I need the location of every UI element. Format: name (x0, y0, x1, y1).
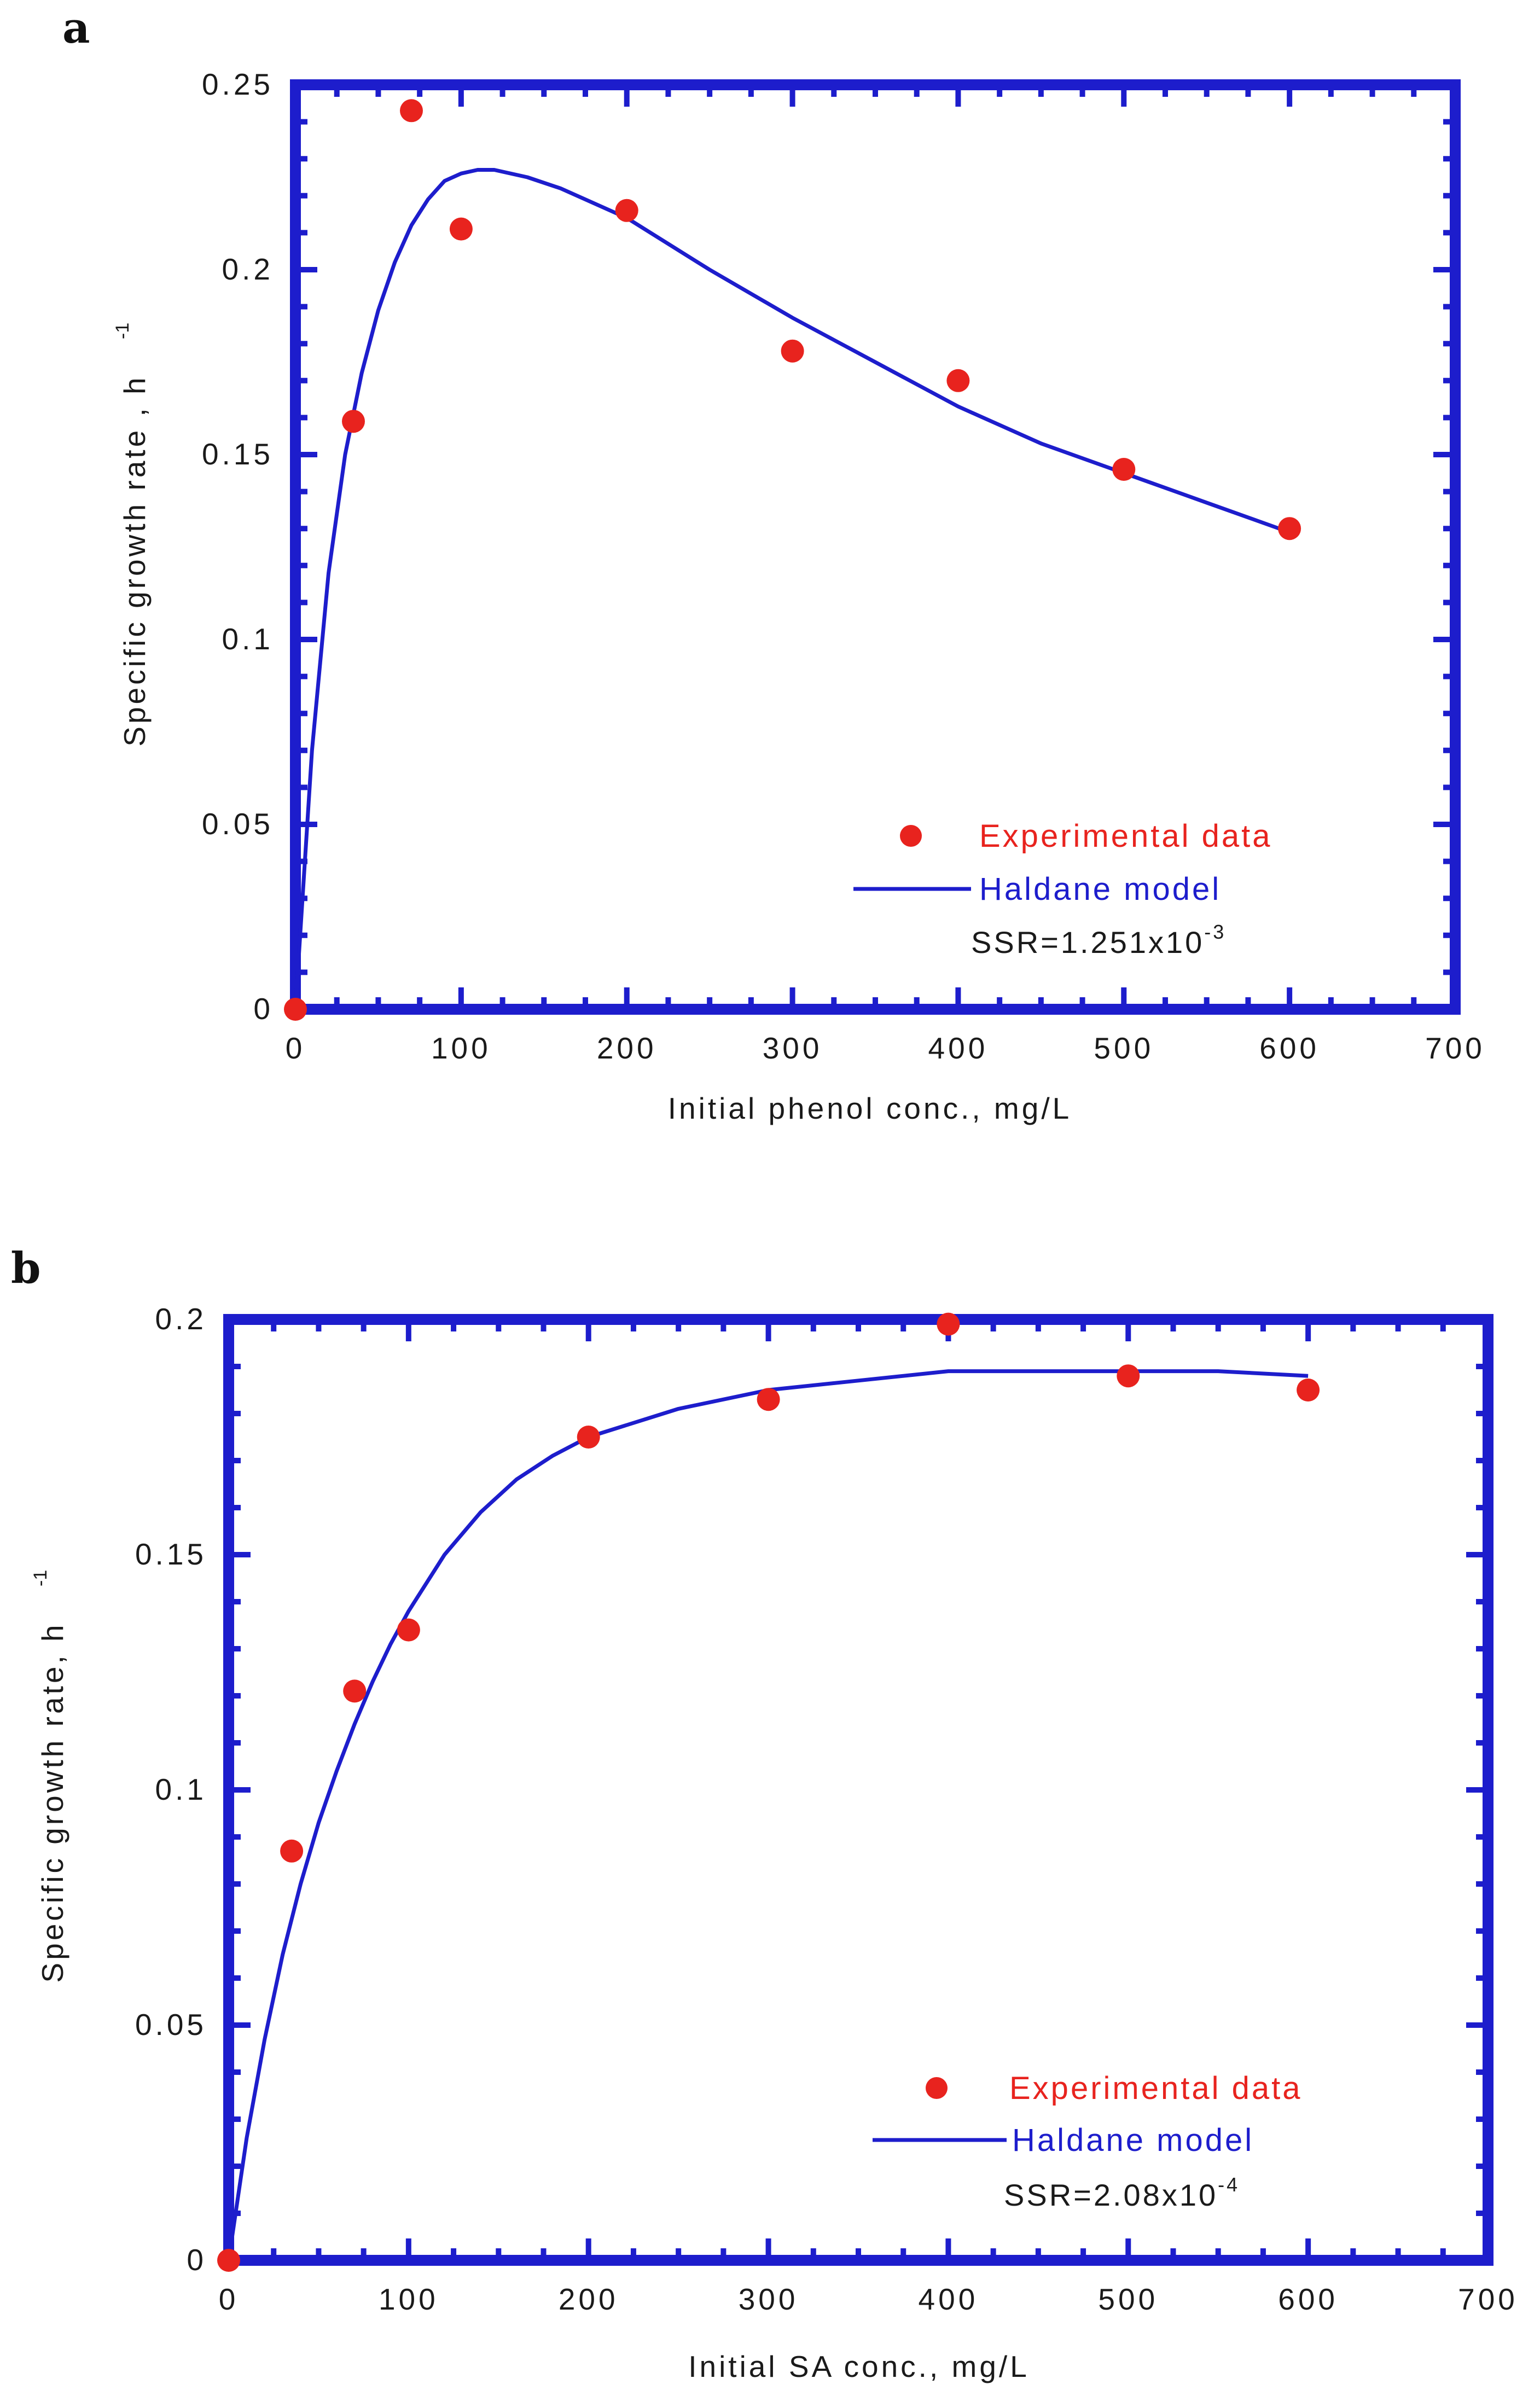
panel-label: b (11, 1243, 41, 1293)
legend-scatter-marker (900, 825, 922, 847)
y-tick-label: 0 (253, 992, 274, 1026)
x-tick-label: 300 (763, 1031, 823, 1065)
legend: Experimental data Haldane model SSR=2.08… (873, 2071, 1302, 2212)
legend-label-haldane: Haldane model (979, 871, 1221, 907)
data-point (284, 998, 307, 1021)
panel-label: a (62, 3, 90, 53)
data-point (1117, 1364, 1140, 1388)
curve-layer (293, 168, 1291, 1010)
data-point (397, 1618, 420, 1642)
x-tick-labels: 0 100 200 300 400 500 600 700 (219, 2282, 1518, 2316)
y-tick-labels: 0 0.05 0.1 0.15 0.2 (135, 1302, 207, 2277)
x-tick-label: 0 (219, 2282, 239, 2316)
x-tick-label: 600 (1259, 1031, 1320, 1065)
x-tick-label: 100 (431, 1031, 491, 1065)
ssr-exponent: -3 (1204, 921, 1226, 943)
legend: Experimental data Haldane model SSR=1.25… (853, 818, 1272, 959)
x-tick-label: 400 (928, 1031, 989, 1065)
y-tick-label: 0.2 (155, 1302, 207, 1336)
x-tick-label: 600 (1278, 2282, 1338, 2316)
data-point (781, 339, 804, 363)
ssr-text: SSR=2.08x10 (1004, 2178, 1218, 2212)
y-axis-label-sup: -1 (30, 1570, 51, 1586)
y-tick-label: 0.15 (135, 1537, 207, 1571)
ssr-text: SSR=1.251x10 (971, 925, 1204, 959)
y-tick-label: 0 (187, 2243, 207, 2277)
data-point (757, 1388, 780, 1411)
ssr-annotation: SSR=2.08x10-4 (1004, 2173, 1240, 2212)
data-point (946, 369, 970, 392)
legend-label-haldane: Haldane model (1012, 2122, 1254, 2158)
x-tick-label: 100 (379, 2282, 439, 2316)
x-tick-label: 300 (739, 2282, 799, 2316)
x-axis-label: Initial phenol conc., mg/L (668, 1091, 1072, 1125)
panel-a: a 0 0.05 0.1 0.15 0.2 0.25 0 100 200 300 400 500 60… (62, 3, 1485, 1125)
ticks-layer (226, 1317, 1491, 2263)
data-point (1278, 517, 1301, 540)
y-axis-label: Specific growth rate , h (118, 375, 152, 746)
curve-layer (226, 1369, 1309, 2261)
y-axis-label-sup: -1 (112, 323, 133, 339)
y-tick-label: 0.15 (202, 437, 274, 471)
x-tick-label: 500 (1094, 1031, 1154, 1065)
y-tick-labels: 0 0.05 0.1 0.15 0.2 0.25 (202, 67, 274, 1026)
x-axis-label: Initial SA conc., mg/L (688, 2350, 1030, 2383)
data-point (1112, 458, 1136, 481)
legend-label-experimental: Experimental data (979, 818, 1272, 854)
data-point (342, 410, 365, 433)
x-tick-label: 700 (1425, 1031, 1485, 1065)
ssr-annotation: SSR=1.251x10-3 (971, 921, 1226, 959)
points-layer (284, 99, 1301, 1021)
data-point (343, 1679, 367, 1703)
x-tick-label: 700 (1458, 2282, 1518, 2316)
plot-frame (223, 1314, 1493, 2266)
legend-label-experimental: Experimental data (1009, 2071, 1302, 2106)
y-tick-label: 0.05 (135, 2008, 207, 2042)
data-point (937, 1312, 960, 1336)
points-layer (217, 1312, 1320, 2272)
haldane-model-line (226, 1369, 1309, 2261)
data-point (280, 1839, 304, 1863)
ssr-exponent: -4 (1218, 2173, 1240, 2196)
data-point (1297, 1379, 1320, 1401)
y-tick-label: 0.05 (202, 807, 274, 841)
y-tick-label: 0.1 (155, 1772, 207, 1806)
x-tick-label: 200 (597, 1031, 657, 1065)
y-tick-label: 0.1 (222, 622, 274, 656)
data-point (217, 2249, 240, 2272)
data-point (577, 1426, 600, 1449)
y-tick-label: 0.2 (222, 252, 274, 286)
x-tick-label: 400 (919, 2282, 979, 2316)
y-axis-label-group: Specific growth rate , h -1 (112, 323, 152, 747)
data-point (400, 99, 423, 123)
y-axis-label: Specific growth rate, h (36, 1622, 69, 1982)
x-tick-label: 500 (1098, 2282, 1158, 2316)
y-axis-label-group: Specific growth rate, h -1 (30, 1570, 69, 1983)
y-tick-label: 0.25 (202, 67, 274, 101)
plot-frame (290, 79, 1461, 1015)
haldane-model-line (293, 168, 1291, 1010)
data-point (615, 199, 638, 222)
x-tick-label: 0 (286, 1031, 306, 1065)
x-tick-label: 200 (559, 2282, 619, 2316)
panel-b: b 0 0.05 0.1 0.15 0.2 0 100 200 300 400 500 600 700… (11, 1243, 1518, 2383)
data-point (449, 217, 473, 241)
x-tick-labels: 0 100 200 300 400 500 600 700 (286, 1031, 1485, 1065)
legend-scatter-marker (926, 2077, 948, 2099)
